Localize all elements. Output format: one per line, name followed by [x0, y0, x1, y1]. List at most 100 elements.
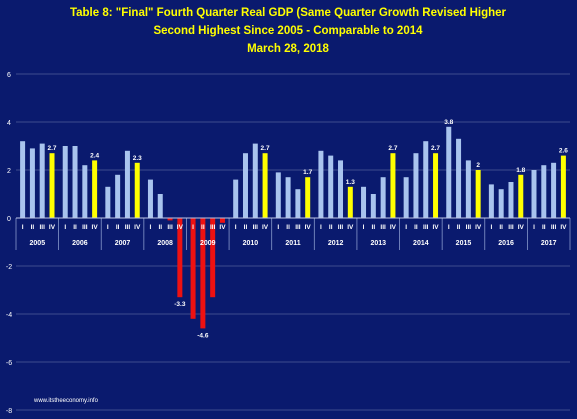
year-label-2008: 2008	[157, 240, 173, 247]
quarter-label: II	[457, 224, 461, 231]
y-tick-label: -8	[6, 408, 12, 415]
bar-2016-q3	[508, 182, 514, 218]
chart-title-line-3: March 28, 2018	[247, 43, 329, 55]
bar-2008-q1	[147, 179, 153, 218]
data-label: 2.3	[133, 155, 142, 162]
bar-2008-q4	[177, 218, 183, 298]
y-tick-label: 2	[7, 168, 11, 175]
bar-2017-q3	[551, 162, 557, 218]
bar-2009-q4	[219, 218, 225, 223]
year-label-2014: 2014	[413, 240, 429, 247]
quarter-label: II	[31, 224, 35, 231]
bar-2017-q1	[531, 170, 537, 218]
quarter-label: III	[380, 224, 386, 231]
data-label: 2	[476, 162, 480, 169]
data-label: -4.6	[197, 332, 209, 339]
quarter-label: IV	[134, 224, 141, 231]
bar-2013-q3	[380, 177, 386, 218]
quarter-label: II	[73, 224, 77, 231]
quarter-label: IV	[92, 224, 99, 231]
bar-2012-q4	[347, 186, 353, 218]
quarter-label: I	[320, 224, 322, 231]
bar-2009-q1	[190, 218, 196, 319]
year-label-2016: 2016	[498, 240, 514, 247]
year-label-2012: 2012	[328, 240, 344, 247]
year-label-2013: 2013	[370, 240, 386, 247]
quarter-label: II	[329, 224, 333, 231]
data-label: -3.3	[174, 301, 186, 308]
bar-2011-q2	[285, 177, 291, 218]
bar-2008-q2	[157, 194, 163, 218]
y-tick-label: -6	[6, 360, 12, 367]
quarter-label: IV	[432, 224, 439, 231]
year-label-2015: 2015	[456, 240, 472, 247]
quarter-label: III	[39, 224, 45, 231]
year-label-2009: 2009	[200, 240, 216, 247]
quarter-label: IV	[518, 224, 525, 231]
bar-2009-q3	[210, 218, 216, 298]
quarter-label: III	[167, 224, 173, 231]
quarter-label: IV	[390, 224, 397, 231]
quarter-label: I	[150, 224, 152, 231]
bar-2011-q3	[295, 189, 301, 218]
bar-2010-q4	[262, 153, 268, 218]
quarter-label: I	[192, 224, 194, 231]
year-label-2011: 2011	[285, 240, 300, 247]
footer-url: www.itstheeconomy.info	[33, 398, 99, 404]
y-tick-label: 4	[7, 120, 11, 127]
bar-2016-q1	[488, 184, 494, 218]
quarter-label: I	[405, 224, 407, 231]
quarter-label: III	[82, 224, 88, 231]
data-label: 3.8	[444, 119, 453, 126]
quarter-label: III	[551, 224, 557, 231]
bar-2005-q3	[39, 143, 45, 218]
quarter-label: II	[158, 224, 162, 231]
quarter-label: III	[338, 224, 344, 231]
quarter-label: I	[107, 224, 109, 231]
quarter-label: I	[490, 224, 492, 231]
year-label-2010: 2010	[243, 240, 259, 247]
bar-2010-q3	[252, 143, 258, 218]
quarter-label: III	[295, 224, 301, 231]
bar-2008-q3	[167, 218, 173, 221]
quarter-label: II	[116, 224, 120, 231]
data-label: 2.4	[90, 152, 99, 159]
bar-2013-q1	[361, 186, 367, 218]
quarter-label: IV	[49, 224, 56, 231]
bar-2013-q2	[370, 194, 376, 218]
bar-2005-q2	[29, 148, 35, 218]
bar-2014-q4	[433, 153, 439, 218]
quarter-label: IV	[219, 224, 226, 231]
bar-2007-q4	[134, 162, 140, 218]
quarter-label: III	[253, 224, 259, 231]
quarter-label: I	[363, 224, 365, 231]
quarter-label: I	[277, 224, 279, 231]
bar-2005-q1	[20, 141, 26, 218]
bar-2010-q2	[242, 153, 248, 218]
bar-2010-q1	[233, 179, 239, 218]
bar-2014-q3	[423, 141, 429, 218]
year-label-2017: 2017	[541, 240, 557, 247]
data-label: 2.7	[47, 145, 56, 152]
bar-2015-q3	[465, 160, 471, 218]
quarter-label: II	[542, 224, 546, 231]
quarter-label: III	[508, 224, 514, 231]
bar-2006-q3	[82, 165, 88, 218]
bar-2017-q2	[541, 165, 547, 218]
quarter-label: I	[533, 224, 535, 231]
quarter-label: II	[414, 224, 418, 231]
quarter-label: II	[244, 224, 248, 231]
quarter-label: IV	[475, 224, 482, 231]
bar-2015-q1	[446, 126, 452, 218]
year-label-2005: 2005	[30, 240, 46, 247]
y-tick-label: -2	[6, 264, 12, 271]
quarter-label: III	[423, 224, 429, 231]
quarter-label: III	[210, 224, 216, 231]
bar-2006-q4	[92, 160, 98, 218]
bar-2016-q4	[518, 174, 524, 218]
y-tick-label: 6	[7, 72, 11, 79]
bar-2007-q3	[124, 150, 130, 218]
data-label: 1.3	[346, 179, 355, 186]
